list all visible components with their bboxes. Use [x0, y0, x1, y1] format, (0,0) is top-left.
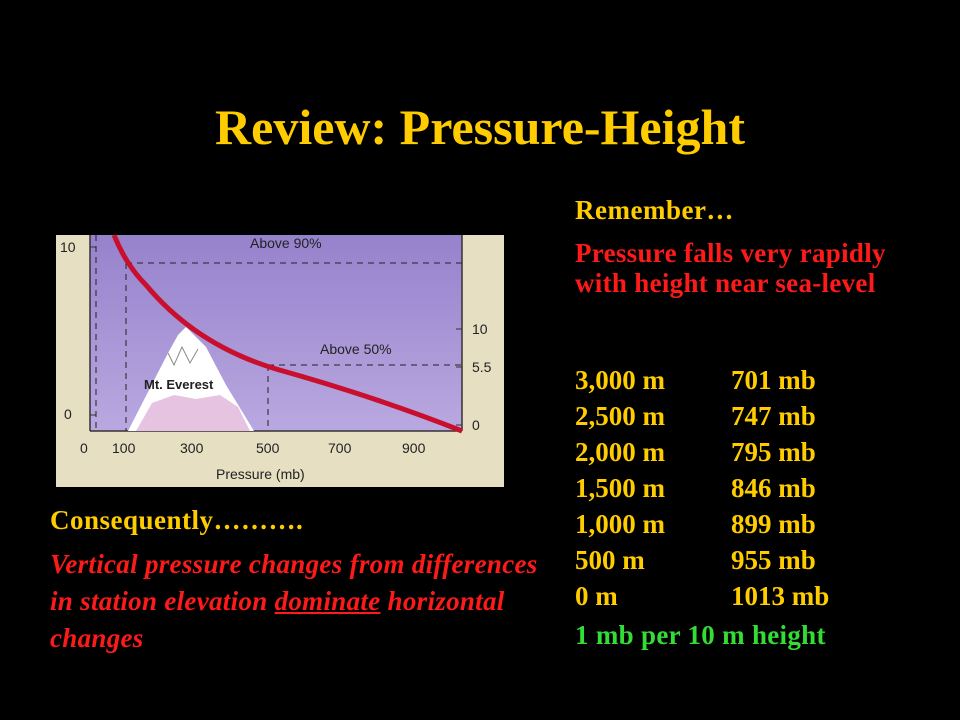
- height-cell: 2,000 m: [575, 437, 665, 467]
- pressure-curve: [111, 234, 463, 434]
- x-tick-label: 900: [402, 440, 426, 456]
- pressure-height-figure: Above 90% Above 50% Mt. Everest 10 0 10 …: [56, 234, 504, 487]
- table-row: 2,500 m 747 mb: [575, 398, 829, 434]
- table-row: 0 m 1013 mb: [575, 578, 829, 614]
- remember-heading: Remember…: [575, 195, 734, 225]
- left-tick-label: 10: [60, 239, 76, 255]
- x-axis-label: Pressure (mb): [216, 466, 305, 482]
- x-tick-label: 100: [112, 440, 136, 456]
- height-cell: 2,500 m: [575, 401, 665, 431]
- label-above-90: Above 90%: [250, 235, 322, 251]
- x-tick-label: 700: [328, 440, 352, 456]
- table-row: 1,500 m 846 mb: [575, 470, 829, 506]
- pressure-cell: 846 mb: [731, 473, 816, 503]
- pressure-cell: 795 mb: [731, 437, 816, 467]
- x-tick-label: 0: [80, 440, 88, 456]
- table-row: 3,000 m 701 mb: [575, 362, 829, 398]
- table-row: 500 m 955 mb: [575, 542, 829, 578]
- consequently-heading: Consequently……….: [50, 505, 304, 535]
- explanation-underlined: dominate: [274, 586, 381, 616]
- x-tick-label: 300: [180, 440, 204, 456]
- height-cell: 0 m: [575, 581, 618, 611]
- pressure-height-table: 3,000 m 701 mb 2,500 m 747 mb 2,000 m 795 m…: [575, 362, 829, 614]
- x-tick-label: 500: [256, 440, 280, 456]
- height-cell: 1,000 m: [575, 509, 665, 539]
- right-tick-label: 10: [472, 321, 488, 337]
- pressure-cell: 899 mb: [731, 509, 816, 539]
- explanation-text: Vertical pressure changes from differenc…: [50, 546, 550, 657]
- height-cell: 500 m: [575, 545, 645, 575]
- explanation-part1: Vertical pressure changes from differenc…: [50, 549, 538, 616]
- label-above-50: Above 50%: [320, 341, 392, 357]
- left-tick-label: 0: [64, 406, 72, 422]
- pressure-cell: 955 mb: [731, 545, 816, 575]
- table-row: 1,000 m 899 mb: [575, 506, 829, 542]
- height-cell: 1,500 m: [575, 473, 665, 503]
- rule-of-thumb: 1 mb per 10 m height: [575, 620, 826, 650]
- label-mt-everest: Mt. Everest: [144, 377, 214, 392]
- right-tick-label: 0: [472, 417, 480, 433]
- right-tick-label: 5.5: [472, 359, 492, 375]
- height-cell: 3,000 m: [575, 365, 665, 395]
- table-row: 2,000 m 795 mb: [575, 434, 829, 470]
- key-point: Pressure falls very rapidly with height …: [575, 238, 886, 298]
- slide-title: Review: Pressure-Height: [215, 99, 745, 155]
- pressure-cell: 1013 mb: [731, 581, 830, 611]
- explanation-part2: horizontal changes: [50, 586, 505, 653]
- mt-everest-mountain: [128, 327, 254, 431]
- pressure-cell: 747 mb: [731, 401, 816, 431]
- pressure-cell: 701 mb: [731, 365, 816, 395]
